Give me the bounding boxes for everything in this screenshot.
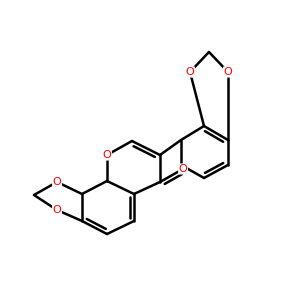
- Text: O: O: [103, 150, 111, 160]
- Text: O: O: [178, 164, 188, 174]
- Text: O: O: [186, 67, 194, 77]
- Text: O: O: [52, 177, 62, 187]
- Text: O: O: [52, 205, 62, 215]
- Text: O: O: [224, 67, 232, 77]
